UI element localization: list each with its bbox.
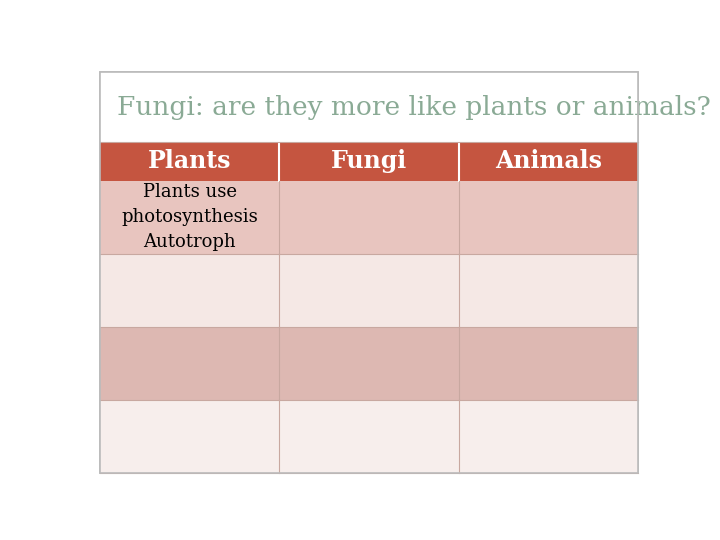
Bar (100, 72, 638, 143)
Bar (279, 254, 459, 327)
Bar (279, 327, 459, 400)
Text: Animals: Animals (495, 150, 602, 173)
Bar (100, 180, 279, 254)
Bar (459, 180, 638, 254)
Bar (100, 254, 279, 327)
Bar (459, 143, 638, 180)
Text: Plants: Plants (148, 150, 231, 173)
Bar (100, 400, 279, 473)
Text: Fungi: are they more like plants or animals?: Fungi: are they more like plants or anim… (117, 95, 711, 120)
Text: Plants use
photosynthesis
Autotroph: Plants use photosynthesis Autotroph (122, 183, 258, 251)
Bar (100, 143, 279, 180)
Text: Fungi: Fungi (331, 150, 407, 173)
Bar (100, 327, 279, 400)
Bar (459, 400, 638, 473)
Bar (279, 400, 459, 473)
Bar (459, 254, 638, 327)
Bar (459, 327, 638, 400)
Bar (279, 143, 459, 180)
Bar (279, 180, 459, 254)
